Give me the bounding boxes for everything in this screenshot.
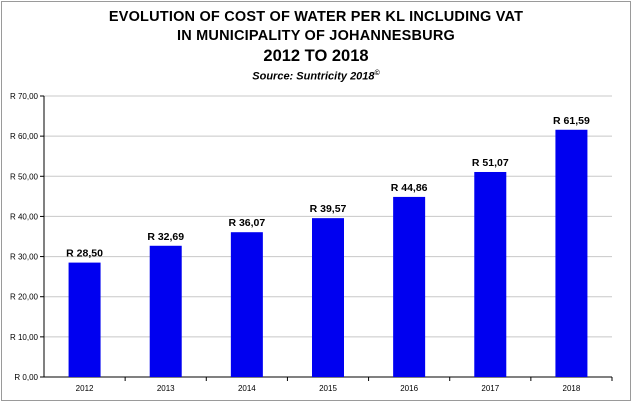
chart-title-block: EVOLUTION OF COST OF WATER PER KL INCLUD… <box>0 8 632 84</box>
x-tick-label: 2014 <box>238 384 256 393</box>
bar <box>555 129 588 377</box>
y-tick-label: R 60,00 <box>10 132 39 141</box>
x-tick-label: 2013 <box>157 384 175 393</box>
bar <box>230 232 263 377</box>
data-label: R 36,07 <box>228 217 265 229</box>
y-tick-label: R 50,00 <box>10 172 39 181</box>
chart-subtitle: Source: Suntricity 2018© <box>0 67 632 84</box>
data-label: R 39,57 <box>310 203 347 215</box>
bar <box>312 218 344 377</box>
x-tick-label: 2016 <box>400 384 418 393</box>
x-tick-label: 2018 <box>563 384 581 393</box>
y-tick-label: R 10,00 <box>10 333 39 342</box>
x-tick-label: 2012 <box>76 384 94 393</box>
y-tick-label: R 40,00 <box>10 212 39 221</box>
y-tick-label: R 70,00 <box>10 92 39 101</box>
chart-title-line-3: 2012 TO 2018 <box>263 47 369 65</box>
bar <box>68 262 101 377</box>
data-label: R 51,07 <box>472 157 509 169</box>
y-tick-label: R 0,00 <box>14 373 38 382</box>
chart-title-line-1: EVOLUTION OF COST OF WATER PER KL INCLUD… <box>108 9 524 25</box>
x-tick-label: 2015 <box>319 384 337 393</box>
chart-title-line-2: IN MUNICIPALITY OF JOHANNESBURG <box>177 28 455 44</box>
chart-subtitle-text: Source: Suntricity 2018 <box>252 70 375 83</box>
x-tick-label: 2017 <box>481 384 499 393</box>
y-tick-label: R 20,00 <box>10 293 39 302</box>
data-label: R 28,50 <box>66 248 103 260</box>
copyright-mark: © <box>374 70 380 77</box>
bar <box>393 196 426 377</box>
data-label: R 44,86 <box>391 182 428 194</box>
bar <box>149 245 182 377</box>
y-tick-label: R 30,00 <box>10 253 39 262</box>
bar <box>474 171 507 377</box>
data-label: R 32,69 <box>147 231 184 243</box>
data-label: R 61,59 <box>553 115 590 127</box>
